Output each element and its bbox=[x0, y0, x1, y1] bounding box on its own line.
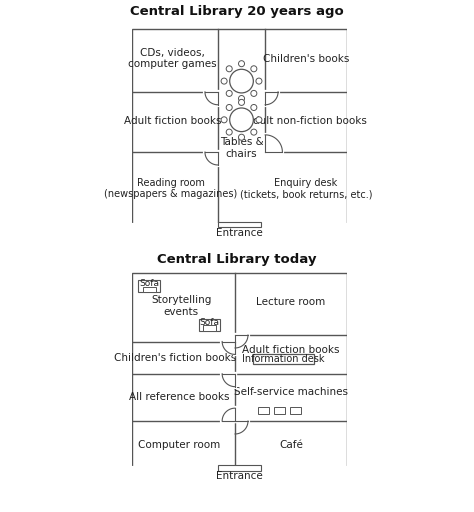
Text: Adult fiction books: Adult fiction books bbox=[242, 345, 340, 355]
Bar bbox=[218, 465, 261, 471]
Bar bbox=[274, 407, 285, 414]
Circle shape bbox=[238, 99, 245, 105]
Text: All reference books: All reference books bbox=[129, 392, 229, 402]
Circle shape bbox=[221, 117, 227, 123]
Text: Café: Café bbox=[279, 440, 303, 450]
Circle shape bbox=[256, 117, 262, 123]
Circle shape bbox=[256, 78, 262, 84]
Text: Central Library today: Central Library today bbox=[157, 253, 317, 266]
Bar bbox=[290, 407, 301, 414]
Circle shape bbox=[251, 91, 257, 96]
Bar bbox=[218, 222, 261, 227]
Text: Children's books: Children's books bbox=[263, 54, 349, 63]
Text: Central Library 20 years ago: Central Library 20 years ago bbox=[130, 5, 344, 18]
Text: Reading room
(newspapers & magazines): Reading room (newspapers & magazines) bbox=[104, 178, 237, 199]
Text: Self-service machines: Self-service machines bbox=[234, 387, 348, 397]
Circle shape bbox=[226, 91, 232, 96]
Circle shape bbox=[221, 78, 227, 84]
Text: Sofa: Sofa bbox=[199, 318, 219, 327]
Circle shape bbox=[251, 66, 257, 72]
Text: CDs, videos,
computer games: CDs, videos, computer games bbox=[128, 48, 217, 69]
Text: Enquiry desk
(tickets, book returns, etc.): Enquiry desk (tickets, book returns, etc… bbox=[240, 178, 372, 199]
Circle shape bbox=[238, 96, 245, 101]
Text: Tables &
chairs: Tables & chairs bbox=[219, 137, 264, 159]
Circle shape bbox=[251, 129, 257, 135]
Bar bbox=[253, 354, 314, 364]
Bar bbox=[203, 326, 216, 331]
Circle shape bbox=[251, 104, 257, 111]
Text: Lecture room: Lecture room bbox=[256, 297, 326, 307]
Text: Entrance: Entrance bbox=[216, 228, 263, 238]
Bar bbox=[143, 287, 155, 292]
Text: Storytelling
events: Storytelling events bbox=[151, 295, 211, 317]
Text: Entrance: Entrance bbox=[216, 471, 263, 481]
Text: Children's fiction books: Children's fiction books bbox=[114, 353, 236, 362]
Circle shape bbox=[226, 129, 232, 135]
Text: Sofa: Sofa bbox=[139, 279, 159, 288]
Bar bbox=[258, 407, 269, 414]
Circle shape bbox=[230, 108, 253, 132]
Circle shape bbox=[238, 60, 245, 67]
Circle shape bbox=[238, 134, 245, 140]
Bar bbox=[199, 319, 220, 331]
Bar bbox=[138, 280, 160, 292]
Text: Computer room: Computer room bbox=[138, 440, 220, 450]
Circle shape bbox=[230, 69, 253, 93]
Circle shape bbox=[226, 104, 232, 111]
Text: Adult non-fiction books: Adult non-fiction books bbox=[246, 116, 366, 126]
Circle shape bbox=[226, 66, 232, 72]
Text: Information desk: Information desk bbox=[242, 354, 325, 364]
Text: Adult fiction books: Adult fiction books bbox=[124, 116, 221, 126]
